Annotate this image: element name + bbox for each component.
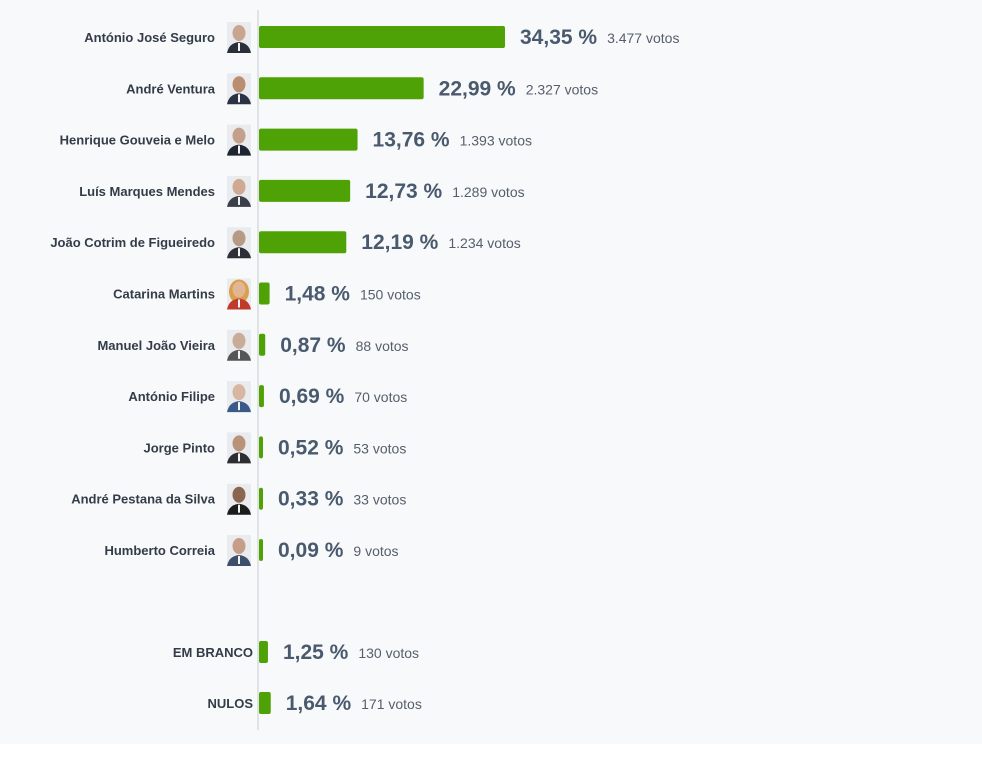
- bar-row-antonio-jose-seguro: António José Seguro 34,35 % 3.477 votos: [84, 22, 679, 53]
- bar-antonio-jose-seguro: [259, 26, 505, 48]
- percentage-label: 12,19 %: [361, 231, 438, 254]
- percentage-label: 0,09 %: [278, 539, 344, 562]
- votes-label: 9 votos: [353, 543, 398, 559]
- photo-cotrim-figueiredo-icon: [227, 227, 251, 259]
- votes-label: 130 votos: [358, 645, 419, 661]
- bar-andre-pestana-da-silva: [259, 487, 263, 510]
- votes-label: 33 votos: [353, 492, 406, 508]
- category-label: André Ventura: [126, 81, 216, 96]
- percentage-label: 1,48 %: [285, 283, 351, 306]
- bar-row-em-branco: EM BRANCO 1,25 % 130 votos: [173, 641, 419, 664]
- photo-ventura-icon: [227, 73, 251, 105]
- bar-luis-marques-mendes: [259, 179, 351, 202]
- bar-row-henrique-gouveia-e-melo: Henrique Gouveia e Melo 13,76 % 1.393 voto…: [60, 124, 532, 156]
- bar-row-manuel-joao-vieira: Manuel João Vieira 0,87 % 88 votos: [97, 329, 409, 361]
- bar-henrique-gouveia-e-melo: [259, 128, 358, 151]
- bar-em-branco: [259, 641, 268, 663]
- percentage-label: 13,76 %: [373, 129, 450, 152]
- votes-label: 88 votos: [356, 338, 409, 354]
- bar-row-nulos: NULOS 1,64 % 171 votos: [208, 692, 422, 715]
- percentage-label: 34,35 %: [520, 26, 597, 49]
- percentage-label: 0,52 %: [278, 436, 344, 459]
- photo-manuel-joao-vieira-icon: [227, 329, 251, 361]
- category-label: Humberto Correia: [104, 543, 215, 558]
- bar-catarina-martins: [259, 282, 270, 305]
- photo-andre-pestana-icon: [227, 483, 251, 515]
- bar-row-humberto-correia: Humberto Correia 0,09 % 9 votos: [104, 535, 399, 566]
- bar-andre-ventura: [259, 77, 424, 100]
- bar-row-joao-cotrim-de-figueiredo: João Cotrim de Figueiredo 12,19 % 1.234 vo…: [50, 227, 521, 259]
- category-label: André Pestana da Silva: [71, 492, 216, 507]
- category-label: EM BRANCO: [173, 645, 253, 660]
- photo-gouveia-melo-icon: [227, 124, 251, 156]
- percentage-label: 0,87 %: [280, 334, 346, 357]
- votes-label: 2.327 votos: [526, 81, 598, 97]
- votes-label: 53 votos: [353, 440, 406, 456]
- percentage-label: 1,25 %: [283, 641, 349, 664]
- votes-label: 1.393 votos: [460, 133, 532, 149]
- category-label: António Filipe: [128, 389, 215, 404]
- category-label: Jorge Pinto: [143, 440, 215, 455]
- votes-label: 1.234 votos: [448, 235, 520, 251]
- category-label: António José Seguro: [84, 30, 215, 45]
- photo-seguro-icon: [227, 22, 251, 53]
- percentage-label: 0,33 %: [278, 488, 344, 511]
- bar-row-andre-pestana-da-silva: André Pestana da Silva 0,33 % 33 votos: [71, 483, 406, 515]
- votes-label: 150 votos: [360, 287, 421, 303]
- votes-label: 171 votos: [361, 696, 422, 712]
- category-label: NULOS: [208, 696, 254, 711]
- bar-row-andre-ventura: André Ventura 22,99 % 2.327 votos: [126, 73, 598, 105]
- bar-nulos: [259, 692, 271, 714]
- photo-humberto-correia-icon: [227, 535, 251, 566]
- category-label: Luís Marques Mendes: [79, 184, 215, 199]
- photo-marques-mendes-icon: [227, 175, 251, 207]
- bar-joao-cotrim-de-figueiredo: [259, 231, 347, 254]
- votes-label: 70 votos: [354, 389, 407, 405]
- bar-row-catarina-martins: Catarina Martins 1,48 % 150 votos: [113, 278, 421, 310]
- category-label: João Cotrim de Figueiredo: [50, 235, 215, 250]
- photo-catarina-martins-icon: [227, 278, 251, 310]
- votes-label: 1.289 votos: [452, 184, 524, 200]
- percentage-label: 22,99 %: [439, 77, 516, 100]
- bar-humberto-correia: [259, 539, 263, 561]
- bar-row-jorge-pinto: Jorge Pinto 0,52 % 53 votos: [143, 432, 406, 464]
- category-label: Manuel João Vieira: [97, 338, 215, 353]
- votes-label: 3.477 votos: [607, 30, 679, 46]
- photo-antonio-filipe-icon: [227, 381, 251, 413]
- results-chart-panel: António José Seguro 34,35 % 3.477 votos And…: [50, 10, 680, 730]
- bar-manuel-joao-vieira: [259, 333, 266, 356]
- percentage-label: 0,69 %: [279, 385, 345, 408]
- percentage-label: 12,73 %: [365, 180, 442, 203]
- category-label: Henrique Gouveia e Melo: [60, 133, 215, 148]
- bar-jorge-pinto: [259, 436, 263, 459]
- bar-row-luis-marques-mendes: Luís Marques Mendes 12,73 % 1.289 votos: [79, 175, 525, 207]
- category-label: Catarina Martins: [113, 287, 215, 302]
- bar-antonio-filipe: [259, 385, 264, 408]
- results-bar-chart: António José Seguro 34,35 % 3.477 votos And…: [50, 10, 679, 730]
- percentage-label: 1,64 %: [286, 692, 352, 715]
- bar-row-antonio-filipe: António Filipe 0,69 % 70 votos: [128, 381, 407, 413]
- photo-jorge-pinto-icon: [227, 432, 251, 464]
